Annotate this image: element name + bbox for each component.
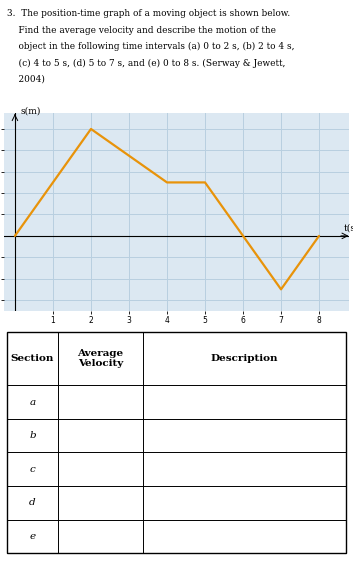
Text: t(s): t(s)	[343, 224, 353, 233]
Text: 2004): 2004)	[7, 75, 45, 84]
Text: b: b	[29, 431, 36, 440]
Text: s(m): s(m)	[20, 106, 41, 115]
Text: e: e	[29, 532, 36, 541]
Text: Find the average velocity and describe the motion of the: Find the average velocity and describe t…	[7, 26, 276, 35]
Text: Description: Description	[210, 354, 278, 363]
Text: c: c	[30, 465, 35, 473]
Text: a: a	[29, 398, 36, 407]
Text: Average
Velocity: Average Velocity	[77, 349, 123, 368]
Text: object in the following time intervals (a) 0 to 2 s, (b) 2 to 4 s,: object in the following time intervals (…	[7, 42, 294, 51]
Text: (c) 4 to 5 s, (d) 5 to 7 s, and (e) 0 to 8 s. (Serway & Jewett,: (c) 4 to 5 s, (d) 5 to 7 s, and (e) 0 to…	[7, 58, 285, 67]
Text: 3.  The position-time graph of a moving object is shown below.: 3. The position-time graph of a moving o…	[7, 10, 290, 19]
Text: d: d	[29, 498, 36, 507]
Text: Section: Section	[11, 354, 54, 363]
